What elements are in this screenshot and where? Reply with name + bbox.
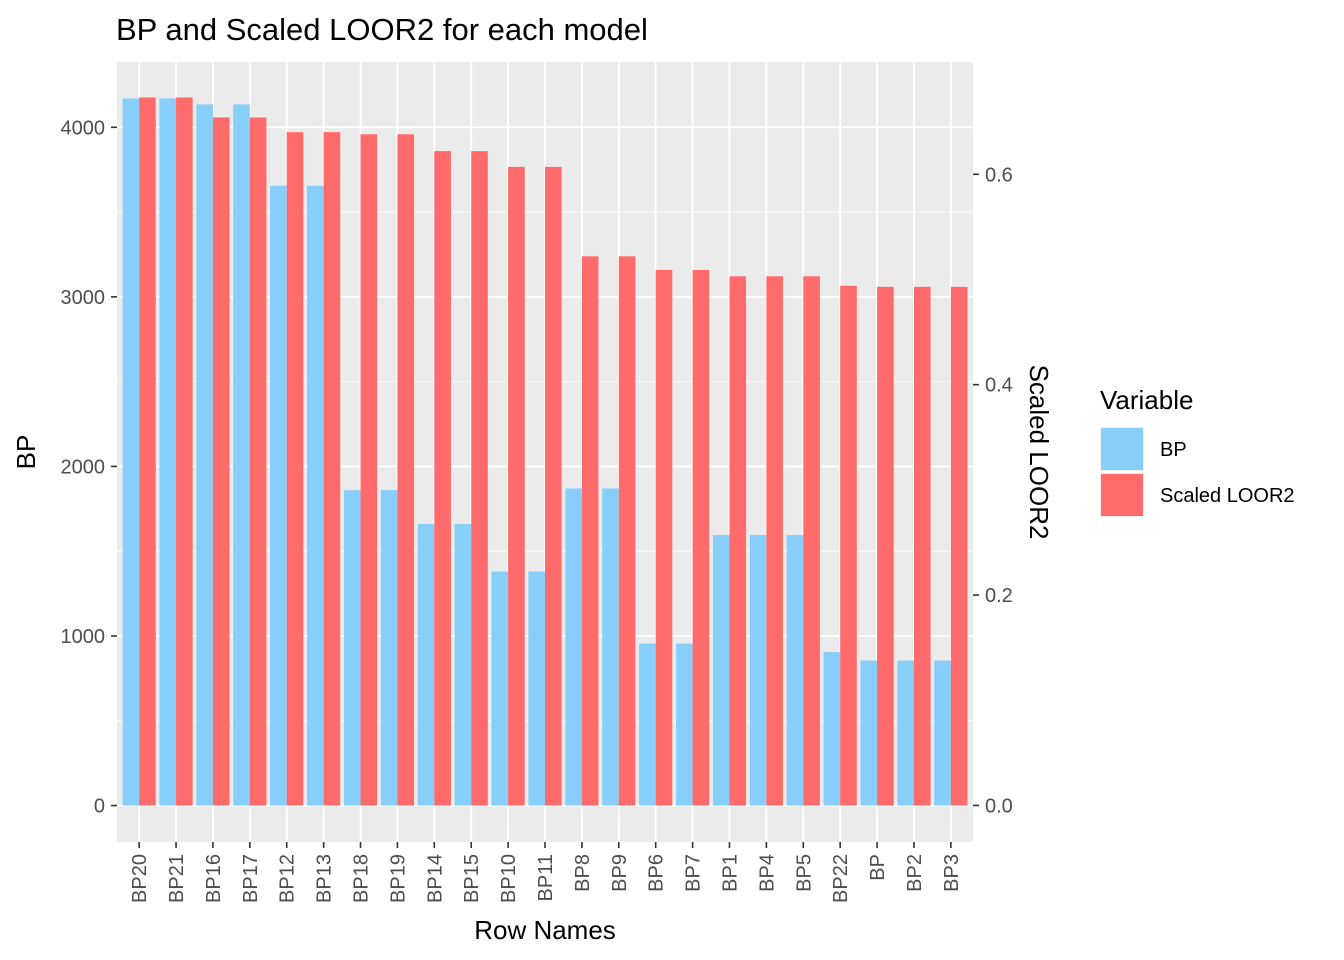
bar-scaled-loor2 <box>618 256 636 806</box>
y-tick-label: 2000 <box>61 456 106 478</box>
x-tick-label: BP10 <box>498 854 520 903</box>
y2-tick-label: 0.6 <box>985 164 1013 186</box>
legend-key <box>1101 474 1143 516</box>
bar-bp <box>270 185 287 806</box>
bar-bp <box>860 660 878 806</box>
x-tick-label: BP21 <box>166 854 188 903</box>
x-tick-label: BP4 <box>756 854 778 892</box>
bar-bp <box>307 185 324 806</box>
bar-scaled-loor2 <box>913 286 931 806</box>
legend-key <box>1101 428 1143 470</box>
x-tick-label: BP7 <box>683 854 705 892</box>
right-axis: 0.0 0.2 0.4 0.6 <box>973 164 1013 817</box>
y-tick-label: 3000 <box>61 287 106 309</box>
bar-scaled-loor2 <box>471 151 488 806</box>
x-tick-label: BP14 <box>424 854 446 903</box>
bar-bp <box>786 535 804 806</box>
bar-scaled-loor2 <box>729 276 747 806</box>
y-tick-label: 1000 <box>61 626 106 648</box>
x-tick-label: BP9 <box>609 854 631 892</box>
bar-bp <box>122 98 140 806</box>
bar-bp <box>528 571 545 806</box>
bar-bp <box>565 488 582 806</box>
bottom-axis: BP20 BP21 BP16 BP17 BP12 BP13 BP18 BP19 BP14 BP15… <box>129 842 963 903</box>
bar-scaled-loor2 <box>249 117 267 806</box>
legend-label: BP <box>1160 439 1187 461</box>
bar-scaled-loor2 <box>360 134 378 806</box>
x-tick-label: BP12 <box>277 854 299 903</box>
x-tick-label: BP <box>867 854 889 881</box>
x-tick-label: BP1 <box>719 854 741 892</box>
bar-scaled-loor2 <box>286 132 304 806</box>
bar-scaled-loor2 <box>545 166 562 806</box>
y2-tick-label: 0.0 <box>985 795 1013 817</box>
x-tick-label: BP18 <box>351 854 373 903</box>
y2-tick-label: 0.2 <box>985 585 1013 607</box>
bar-bp <box>823 652 841 806</box>
x-tick-label: BP11 <box>535 854 557 901</box>
x-tick-label: BP16 <box>203 854 225 903</box>
y-tick-label: 4000 <box>61 117 106 139</box>
x-tick-label: BP3 <box>941 854 963 892</box>
bar-bp <box>639 643 656 806</box>
x-tick-label: BP15 <box>461 854 483 903</box>
x-tick-label: BP20 <box>129 854 151 903</box>
bar-bp <box>417 524 435 806</box>
bar-scaled-loor2 <box>434 151 451 806</box>
y2-axis-title: Scaled LOOR2 <box>1024 365 1054 540</box>
bar-bp <box>454 524 472 806</box>
y2-tick-label: 0.4 <box>985 375 1013 397</box>
legend-title: Variable <box>1100 385 1193 415</box>
x-tick-label: BP5 <box>793 854 815 892</box>
bar-scaled-loor2 <box>655 269 673 806</box>
x-tick-label: BP22 <box>830 854 852 903</box>
y-tick-label: 0 <box>94 796 105 818</box>
bar-bp <box>934 660 951 806</box>
bar-scaled-loor2 <box>766 276 783 806</box>
x-tick-label: BP6 <box>646 854 668 892</box>
x-axis-title: Row Names <box>474 915 616 945</box>
bar-scaled-loor2 <box>692 269 710 806</box>
bar-scaled-loor2 <box>323 132 341 806</box>
x-tick-label: BP8 <box>572 854 594 892</box>
x-tick-label: BP2 <box>904 854 926 892</box>
bar-scaled-loor2 <box>581 256 599 806</box>
x-tick-label: BP13 <box>314 854 336 903</box>
bar-scaled-loor2 <box>212 117 230 806</box>
bar-bp <box>196 104 213 806</box>
bar-bp <box>712 535 730 806</box>
bar-bp <box>675 643 693 806</box>
bar-bp <box>159 98 177 806</box>
bar-scaled-loor2 <box>176 97 193 806</box>
bar-scaled-loor2 <box>139 97 156 806</box>
legend: Variable BP Scaled LOOR2 <box>1100 385 1295 517</box>
bar-bp <box>491 571 509 806</box>
bar-scaled-loor2 <box>508 166 525 806</box>
bar-scaled-loor2 <box>950 286 968 806</box>
y-axis-title: BP <box>11 435 41 470</box>
bar-bp <box>343 490 361 806</box>
chart-title: BP and Scaled LOOR2 for each model <box>116 12 648 47</box>
bar-bp <box>749 535 767 806</box>
bar-scaled-loor2 <box>877 286 894 806</box>
x-tick-label: BP19 <box>387 854 409 903</box>
bar-scaled-loor2 <box>840 285 857 806</box>
bars <box>122 97 968 806</box>
bar-scaled-loor2 <box>397 134 415 806</box>
bar-scaled-loor2 <box>803 276 820 806</box>
left-axis: 0 1000 2000 3000 4000 <box>61 117 117 818</box>
x-tick-label: BP17 <box>240 854 262 903</box>
bar-bp <box>380 490 398 806</box>
legend-label: Scaled LOOR2 <box>1160 485 1295 507</box>
bar-bp <box>233 104 250 806</box>
bar-bp <box>602 488 619 806</box>
bar-bp <box>897 660 914 806</box>
